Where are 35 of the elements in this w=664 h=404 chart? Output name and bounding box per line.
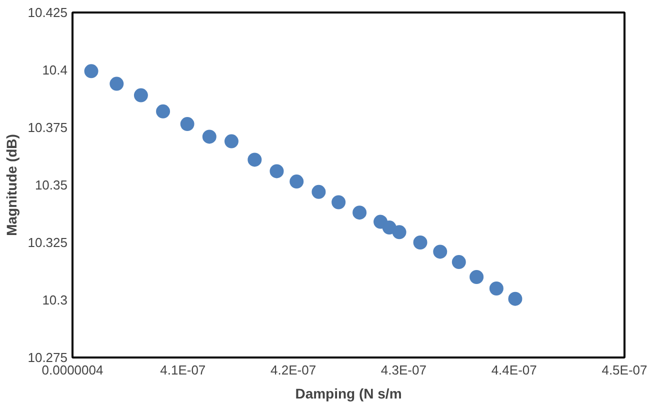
y-tick-label: 10.35 xyxy=(34,178,68,192)
point xyxy=(312,184,326,199)
point xyxy=(202,130,216,144)
point xyxy=(413,236,428,250)
y-tick-label: 10.3 xyxy=(42,292,68,308)
point xyxy=(156,104,170,118)
point xyxy=(290,174,304,189)
point xyxy=(224,134,238,148)
point xyxy=(84,64,98,78)
x-tick-label: 4.3E-07 xyxy=(380,362,426,378)
point xyxy=(352,206,367,220)
x-tick-label: 4.2E-07 xyxy=(270,362,316,378)
y-axis-title: Magnitude (dB) xyxy=(4,134,20,236)
point xyxy=(110,76,124,91)
point xyxy=(180,117,194,132)
y-tick-label: 10.425 xyxy=(28,5,68,20)
point xyxy=(248,152,262,167)
point xyxy=(508,292,522,306)
y-tick-label: 10.275 xyxy=(28,350,68,365)
y-tick-label: 10.375 xyxy=(28,120,68,135)
y-tick-label: 10.4 xyxy=(42,62,68,78)
x-tick-label: 0.0000004 xyxy=(42,362,104,378)
point xyxy=(433,244,448,259)
point xyxy=(134,88,148,102)
y-tick-label: 10.325 xyxy=(28,235,68,250)
x-axis-title: Damping (N s/m xyxy=(295,386,402,402)
point xyxy=(452,255,466,270)
x-tick-label: 4.4E-07 xyxy=(491,362,537,378)
x-tick-label: 4.1E-07 xyxy=(160,362,206,378)
point xyxy=(392,225,406,240)
x-tick-label: 4.5E-07 xyxy=(602,362,648,378)
point xyxy=(332,195,346,210)
point xyxy=(270,164,284,178)
point xyxy=(470,270,484,284)
point xyxy=(489,282,504,296)
